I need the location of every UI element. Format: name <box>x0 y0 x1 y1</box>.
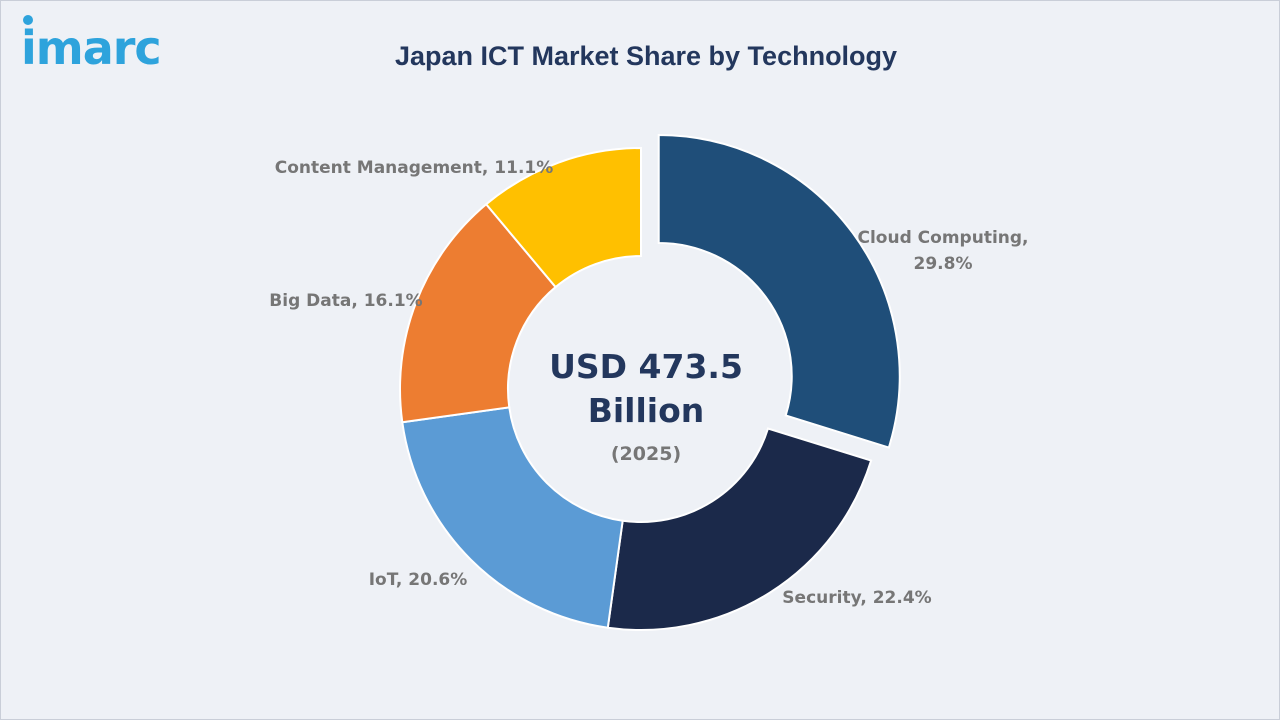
slice-content-management <box>484 146 642 289</box>
slice-labels: Cloud Computing, 29.8% Security, 22.4% IoT,… <box>269 158 1028 608</box>
chart-title: Japan ICT Market Share by Technology <box>394 41 898 71</box>
imarc-logo: imarc <box>21 21 162 75</box>
slice-iot <box>401 406 624 629</box>
label-security: Security, 22.4% <box>782 588 931 608</box>
slice-big-data <box>399 202 557 424</box>
center-value-line2: Billion <box>588 391 705 430</box>
center-value-line1: USD 473.5 <box>549 347 743 386</box>
slice-cloud-computing <box>657 133 901 449</box>
label-value-cloud-computing: 29.8% <box>914 254 973 274</box>
donut-slices <box>399 133 901 631</box>
slice-security <box>606 427 873 631</box>
center-year: (2025) <box>611 443 681 465</box>
label-iot: IoT, 20.6% <box>369 570 468 590</box>
label-content-management: Content Management, 11.1% <box>275 158 554 178</box>
label-big-data: Big Data, 16.1% <box>269 291 422 311</box>
label-cloud-computing: Cloud Computing, <box>858 228 1029 248</box>
logo-dot <box>23 15 33 25</box>
